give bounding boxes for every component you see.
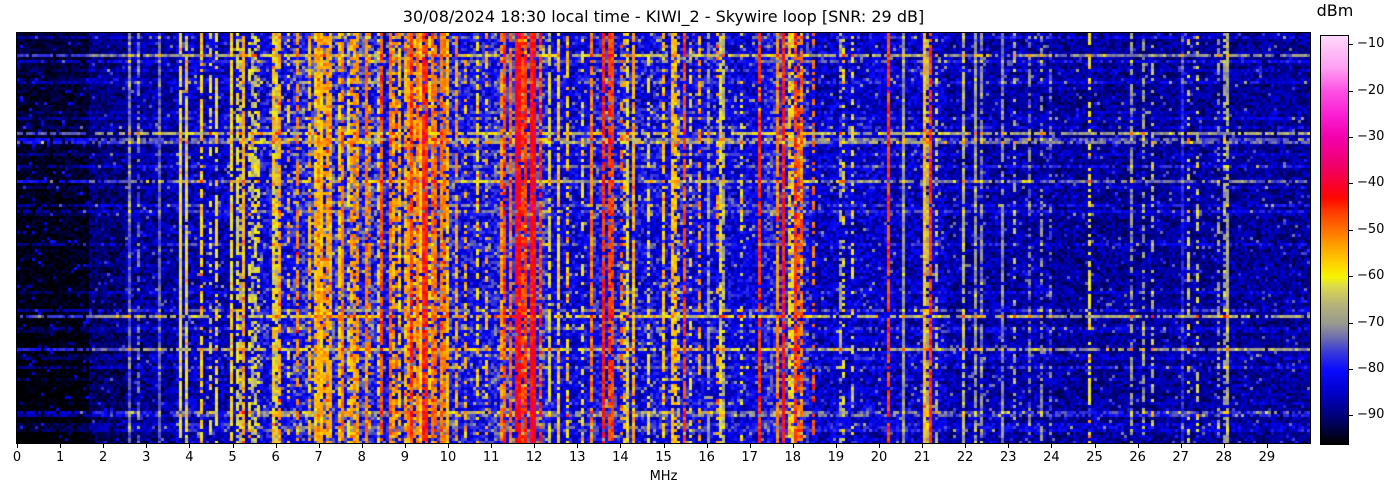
- colorbar-tick-mark: [1348, 322, 1353, 324]
- x-tick-label: 2: [99, 450, 108, 465]
- colorbar-tick-mark: [1348, 229, 1353, 231]
- x-tick-label: 18: [784, 450, 802, 465]
- x-tick-mark: [620, 443, 622, 448]
- x-tick-mark: [1051, 443, 1053, 448]
- x-tick-mark: [1094, 443, 1096, 448]
- colorbar-tick-label: −60: [1357, 268, 1385, 284]
- x-tick-mark: [1008, 443, 1010, 448]
- x-tick-mark: [749, 443, 751, 448]
- x-tick-label: 13: [569, 450, 586, 465]
- x-tick-mark: [491, 443, 493, 448]
- x-tick-label: 12: [525, 450, 543, 465]
- x-tick-label: 17: [741, 450, 758, 465]
- x-tick-label: 1: [55, 450, 65, 465]
- x-tick-label: 7: [314, 450, 323, 465]
- x-tick-mark: [1180, 443, 1182, 448]
- colorbar-title: dBm: [1316, 1, 1354, 20]
- x-tick-label: 26: [1129, 450, 1146, 465]
- colorbar-tick-mark: [1348, 368, 1353, 370]
- x-tick-mark: [361, 443, 363, 448]
- x-tick-mark: [706, 443, 708, 448]
- colorbar-tick-mark: [1348, 276, 1353, 278]
- x-tick-label: 22: [956, 450, 974, 465]
- x-tick-label: 21: [913, 450, 931, 465]
- x-tick-mark: [404, 443, 406, 448]
- x-tick-mark: [965, 443, 967, 448]
- x-axis-label: MHz: [649, 469, 678, 484]
- colorbar-tick-label: −20: [1357, 82, 1385, 98]
- x-tick-mark: [922, 443, 924, 448]
- chart-title: 30/08/2024 18:30 local time - KIWI_2 - S…: [402, 7, 925, 26]
- x-tick-mark: [1223, 443, 1225, 448]
- x-tick-label: 3: [142, 450, 151, 465]
- x-tick-mark: [146, 443, 148, 448]
- x-tick-mark: [318, 443, 320, 448]
- x-tick-label: 27: [1172, 450, 1189, 465]
- x-tick-label: 19: [827, 450, 845, 465]
- x-tick-mark: [1137, 443, 1139, 448]
- colorbar-tick-label: −50: [1357, 221, 1385, 237]
- x-tick-label: 11: [482, 450, 500, 465]
- x-tick-mark: [835, 443, 837, 448]
- x-tick-label: 23: [1000, 450, 1017, 465]
- colorbar-tick-label: −10: [1357, 36, 1385, 52]
- x-tick-mark: [879, 443, 880, 448]
- x-tick-label: 10: [439, 450, 457, 465]
- colorbar-tick-mark: [1348, 183, 1353, 185]
- x-tick-label: 4: [185, 450, 194, 465]
- x-tick-label: 8: [357, 450, 366, 465]
- x-tick-mark: [189, 443, 191, 448]
- x-tick-label: 0: [12, 450, 22, 465]
- colorbar-tick-label: −90: [1357, 407, 1385, 423]
- x-tick-label: 6: [271, 450, 280, 465]
- colorbar-tick-mark: [1348, 90, 1353, 92]
- x-tick-mark: [663, 443, 665, 448]
- x-tick-mark: [275, 443, 277, 448]
- colorbar-tick-mark: [1348, 415, 1353, 417]
- x-tick-mark: [792, 443, 794, 448]
- x-tick-label: 20: [870, 450, 888, 465]
- x-tick-label: 15: [655, 450, 672, 465]
- x-tick-mark: [534, 443, 536, 448]
- x-tick-label: 16: [698, 450, 715, 465]
- colorbar-gradient: [1320, 35, 1349, 445]
- colorbar-tick-label: −30: [1357, 129, 1385, 144]
- colorbar-tick-label: −40: [1357, 175, 1385, 191]
- x-tick-label: 14: [612, 450, 629, 465]
- colorbar-tick-mark: [1348, 44, 1353, 46]
- x-tick-mark: [60, 443, 62, 448]
- x-tick-mark: [577, 443, 579, 448]
- waterfall-heatmap: [17, 33, 1310, 443]
- x-tick-mark: [17, 443, 18, 448]
- x-tick-label: 28: [1215, 450, 1233, 465]
- x-tick-label: 5: [228, 450, 237, 465]
- colorbar-tick-label: −80: [1357, 360, 1385, 376]
- x-tick-mark: [1266, 443, 1268, 448]
- x-tick-label: 29: [1258, 450, 1276, 465]
- x-tick-mark: [103, 443, 105, 448]
- colorbar-tick-label: −70: [1357, 314, 1385, 330]
- x-tick-label: 24: [1043, 450, 1060, 465]
- colorbar-tick-mark: [1348, 137, 1353, 138]
- x-tick-mark: [448, 443, 449, 448]
- x-tick-label: 25: [1086, 450, 1103, 465]
- x-tick-label: 9: [400, 450, 410, 465]
- x-tick-mark: [232, 443, 234, 448]
